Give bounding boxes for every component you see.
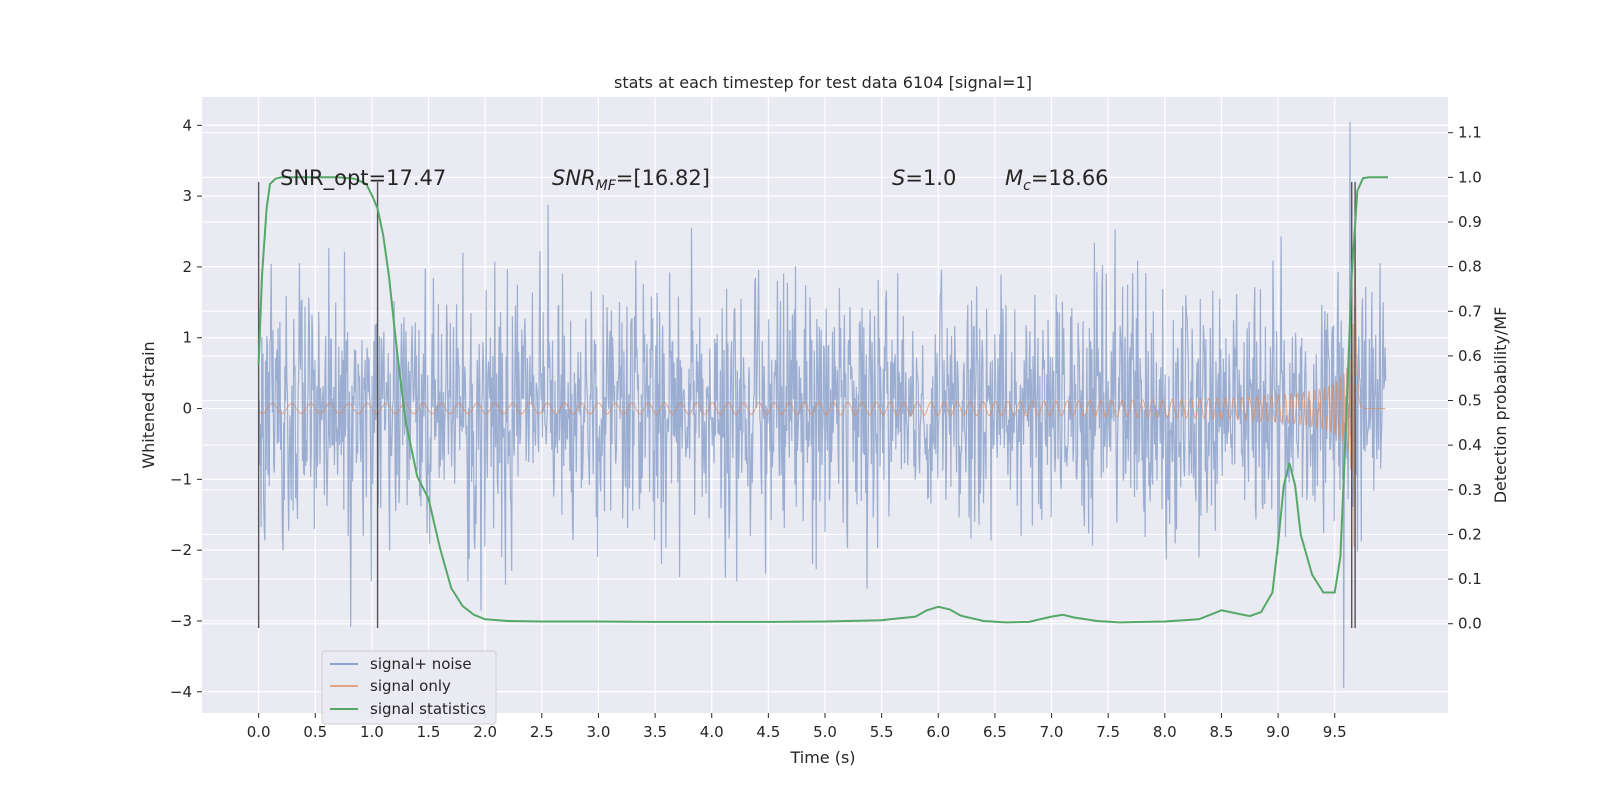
x-tick-label: 9.5 — [1323, 723, 1347, 741]
x-tick-label: 0.0 — [247, 723, 271, 741]
y-right-tick-label: 0.0 — [1458, 615, 1482, 633]
x-tick-label: 9.0 — [1266, 723, 1290, 741]
y-left-tick-label: −3 — [170, 612, 192, 630]
x-tick-label: 1.0 — [360, 723, 384, 741]
annotation-snr-opt: SNR_opt=17.47 — [280, 166, 446, 191]
x-tick-label: 2.0 — [473, 723, 497, 741]
x-tick-label: 7.5 — [1096, 723, 1120, 741]
y-right-tick-label: 0.4 — [1458, 436, 1482, 454]
y-right-tick-label: 0.5 — [1458, 392, 1482, 410]
x-tick-label: 8.5 — [1210, 723, 1234, 741]
legend-label-signal-noise: signal+ noise — [370, 655, 472, 673]
y-left-tick-label: 2 — [182, 258, 192, 276]
signal-only-line — [258, 236, 1386, 548]
y-right-tick-label: 0.7 — [1458, 302, 1482, 320]
y-right-axis-ticks: 1.1 1.0 0.9 0.8 0.7 0.6 0.5 0.4 0.3 0.2 0.1 0.0 — [1448, 124, 1482, 633]
annotation-s: S=1.0 — [892, 166, 956, 190]
y-right-tick-label: 0.1 — [1458, 570, 1482, 588]
series-signal-only — [258, 236, 1386, 548]
y-right-tick-label: 0.6 — [1458, 347, 1482, 365]
chart-title: stats at each timestep for test data 610… — [614, 73, 1032, 92]
annotations: SNR_opt=17.47 SNRMF=[16.82] S=1.0 Mc=18.… — [280, 166, 1109, 194]
signal-noise-line — [258, 121, 1387, 689]
x-tick-label: 5.5 — [870, 723, 894, 741]
x-tick-label: 5.0 — [813, 723, 837, 741]
series-signal-noise — [258, 121, 1387, 689]
x-axis-ticks: 0.0 0.5 1.0 1.5 2.0 2.5 3.0 3.5 4.0 4.5 5.0 5.5 6.0 6… — [247, 713, 1347, 741]
y-left-tick-label: 3 — [182, 187, 192, 205]
x-tick-label: 3.5 — [643, 723, 667, 741]
y-left-tick-label: −2 — [170, 541, 192, 559]
x-tick-label: 6.5 — [983, 723, 1007, 741]
x-tick-label: 3.0 — [587, 723, 611, 741]
y-right-axis-label: Detection probability/MF — [1491, 307, 1510, 504]
x-tick-label: 6.0 — [926, 723, 950, 741]
x-tick-label: 2.5 — [530, 723, 554, 741]
y-right-tick-label: 1.0 — [1458, 168, 1482, 186]
x-tick-label: 7.0 — [1040, 723, 1064, 741]
y-left-axis-label: Whitened strain — [139, 341, 158, 468]
legend-box — [321, 650, 497, 725]
annotation-snr-mf: SNRMF=[16.82] — [552, 166, 710, 194]
y-left-axis-ticks: 4 3 2 1 0 −1 −2 −3 −4 — [170, 116, 202, 701]
legend-label-signal-statistics: signal statistics — [370, 700, 486, 718]
x-tick-label: 4.5 — [756, 723, 780, 741]
vertical-markers — [257, 181, 1356, 629]
y-left-tick-label: 0 — [182, 400, 192, 418]
signal-statistics-line — [257, 176, 1388, 624]
y-right-tick-label: 0.2 — [1458, 525, 1482, 543]
y-left-tick-label: −4 — [170, 683, 192, 701]
y-right-tick-label: 0.3 — [1458, 481, 1482, 499]
legend-label-signal-only: signal only — [370, 677, 451, 695]
x-tick-label: 1.5 — [417, 723, 441, 741]
x-tick-label: 0.5 — [303, 723, 327, 741]
x-tick-label: 4.0 — [700, 723, 724, 741]
y-right-tick-label: 0.8 — [1458, 258, 1482, 276]
series-signal-statistics — [257, 176, 1388, 624]
legend: signal+ noise signal only signal statist… — [321, 650, 497, 725]
x-axis-label: Time (s) — [789, 748, 855, 767]
x-tick-label: 8.0 — [1153, 723, 1177, 741]
y-right-tick-label: 0.9 — [1458, 213, 1482, 231]
y-left-tick-label: 4 — [182, 116, 192, 134]
y-left-tick-label: −1 — [170, 470, 192, 488]
annotation-mc: Mc=18.66 — [1005, 166, 1109, 194]
y-right-tick-label: 1.1 — [1458, 124, 1482, 142]
y-left-tick-label: 1 — [182, 329, 192, 347]
